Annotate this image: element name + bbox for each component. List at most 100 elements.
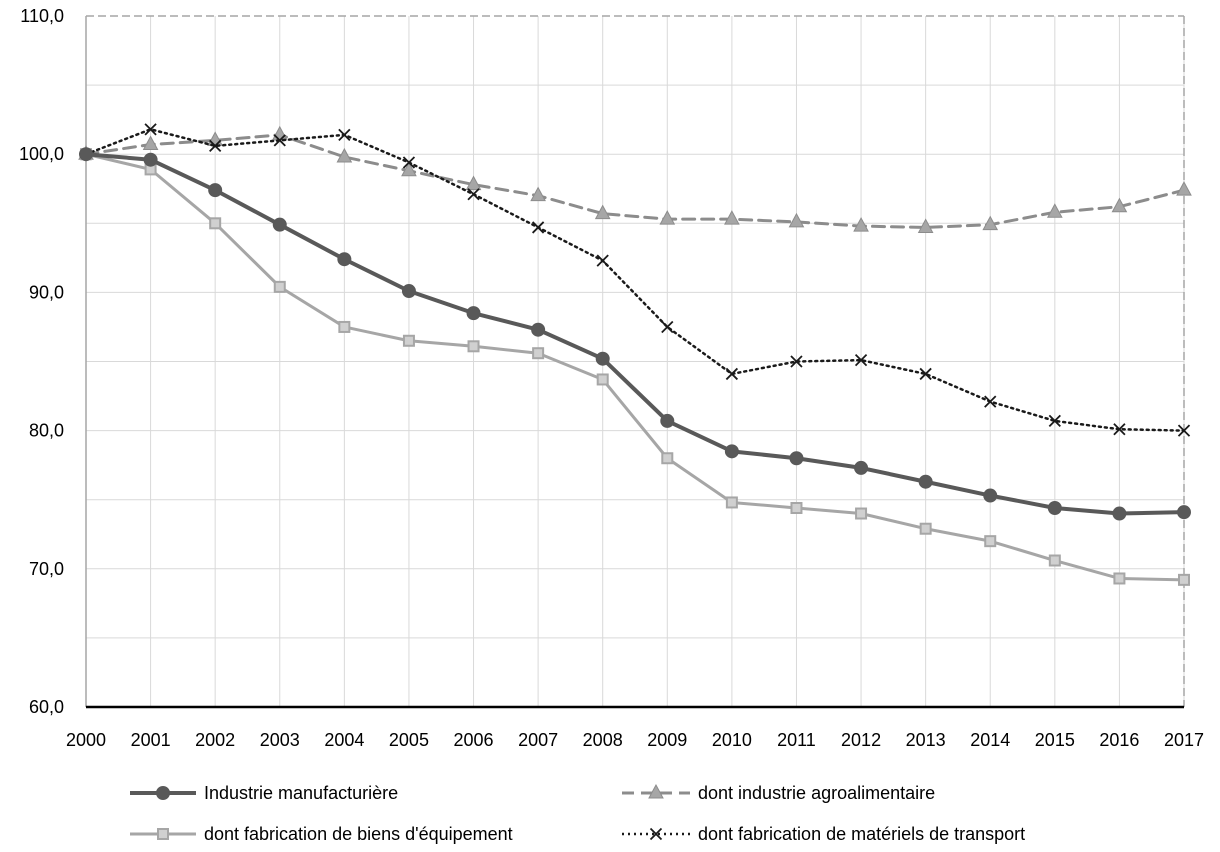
x-marker-stroke <box>984 395 997 408</box>
legend-swatch-marker <box>157 828 169 840</box>
data-point-3 <box>919 367 932 381</box>
x-tick-label: 2008 <box>583 730 623 750</box>
data-point-0 <box>79 147 93 162</box>
data-point-0 <box>1112 506 1127 521</box>
data-point-2 <box>790 501 803 514</box>
data-point-1 <box>465 175 482 191</box>
data-point-2 <box>467 340 480 353</box>
legend-label: Industrie manufacturière <box>204 783 398 803</box>
data-point-3 <box>209 139 222 153</box>
y-tick-label: 80,0 <box>29 421 64 441</box>
data-point-0 <box>724 444 739 459</box>
data-point-3 <box>338 128 351 141</box>
data-point-3 <box>984 395 997 408</box>
gridlines <box>86 16 1185 707</box>
x-marker-stroke <box>467 188 480 201</box>
data-point-1 <box>142 135 159 151</box>
data-point-2 <box>338 320 351 333</box>
y-tick-label: 60,0 <box>29 697 64 717</box>
x-tick-label: 2016 <box>1099 730 1139 750</box>
x-marker-stroke <box>273 134 286 147</box>
x-marker-stroke <box>1048 414 1061 428</box>
legend-item: dont fabrication de biens d'équipement <box>130 824 513 844</box>
x-marker-stroke <box>144 123 157 136</box>
data-point-0 <box>660 413 675 428</box>
data-point-3 <box>402 156 416 169</box>
x-marker-stroke <box>725 367 739 381</box>
series-line-0 <box>84 152 1186 516</box>
data-point-0 <box>983 488 998 503</box>
data-point-3 <box>661 320 674 334</box>
y-tick-label: 110,0 <box>20 6 64 26</box>
x-marker-stroke <box>596 254 609 267</box>
y-tick-label: 70,0 <box>29 559 64 579</box>
x-tick-label: 2004 <box>324 730 364 750</box>
data-point-2 <box>855 507 868 520</box>
data-point-1 <box>1111 197 1128 213</box>
series-line-2 <box>84 152 1186 582</box>
data-point-0 <box>272 217 287 232</box>
data-point-0 <box>531 322 546 337</box>
legend-swatch-marker <box>648 783 664 799</box>
data-point-2 <box>532 347 545 360</box>
legend-item: dont industrie agroalimentaire <box>622 783 935 803</box>
series-lines <box>78 123 1192 586</box>
y-tick-label: 90,0 <box>29 282 64 302</box>
data-point-0 <box>1047 500 1062 515</box>
x-tick-label: 2012 <box>841 730 881 750</box>
x-tick-label: 2006 <box>454 730 494 750</box>
data-point-2 <box>273 280 286 293</box>
data-point-2 <box>919 522 932 535</box>
x-marker-stroke <box>919 367 932 381</box>
data-point-1 <box>788 212 805 228</box>
x-tick-label: 2005 <box>389 730 429 750</box>
data-point-1 <box>917 218 934 233</box>
x-tick-label: 2011 <box>777 730 816 750</box>
x-tick-label: 2017 <box>1164 730 1204 750</box>
data-point-0 <box>337 252 352 267</box>
legend-label: dont fabrication de matériels de transpo… <box>698 824 1025 844</box>
x-tick-label: 2015 <box>1035 730 1075 750</box>
data-point-3 <box>1113 423 1126 436</box>
data-point-1 <box>853 217 869 232</box>
legend-label: dont fabrication de biens d'équipement <box>204 824 513 844</box>
data-point-0 <box>595 351 610 366</box>
data-point-0 <box>143 152 158 167</box>
data-point-2 <box>1178 573 1190 586</box>
data-point-2 <box>209 217 222 230</box>
data-point-1 <box>1176 181 1192 196</box>
series-line-3 <box>84 128 1186 432</box>
x-marker-stroke <box>402 156 416 169</box>
data-point-1 <box>1046 203 1063 218</box>
data-point-1 <box>336 147 353 163</box>
data-point-3 <box>144 123 157 136</box>
data-point-1 <box>594 204 611 220</box>
data-point-3 <box>467 188 480 201</box>
data-point-1 <box>271 125 288 141</box>
x-tick-label: 2001 <box>131 730 171 750</box>
data-point-3 <box>1177 424 1191 437</box>
data-point-2 <box>1113 572 1126 585</box>
x-marker-stroke <box>209 139 222 153</box>
data-point-2 <box>1048 554 1061 567</box>
data-point-1 <box>401 161 417 177</box>
x-tick-label: 2009 <box>647 730 687 750</box>
axes: 60,0 70,0 80,0 90,0 100,0 110,0 2000 2001 2002 20… <box>19 6 1204 750</box>
data-point-0 <box>466 306 481 321</box>
legend-label: dont industrie agroalimentaire <box>698 783 935 803</box>
x-tick-label: 2013 <box>906 730 946 750</box>
legend-item: Industrie manufacturière <box>130 783 398 803</box>
x-marker-stroke <box>854 353 868 367</box>
x-marker-stroke <box>649 827 663 841</box>
x-tick-label: 2002 <box>195 730 235 750</box>
data-point-1 <box>724 210 740 225</box>
legend-swatch-marker <box>649 827 663 841</box>
data-point-0 <box>1177 505 1191 520</box>
data-point-0 <box>918 474 933 489</box>
data-point-2 <box>984 535 997 548</box>
series-line-1 <box>84 133 1186 229</box>
legend: Industrie manufacturière dont industrie a… <box>130 783 1025 844</box>
data-point-3 <box>854 353 868 367</box>
